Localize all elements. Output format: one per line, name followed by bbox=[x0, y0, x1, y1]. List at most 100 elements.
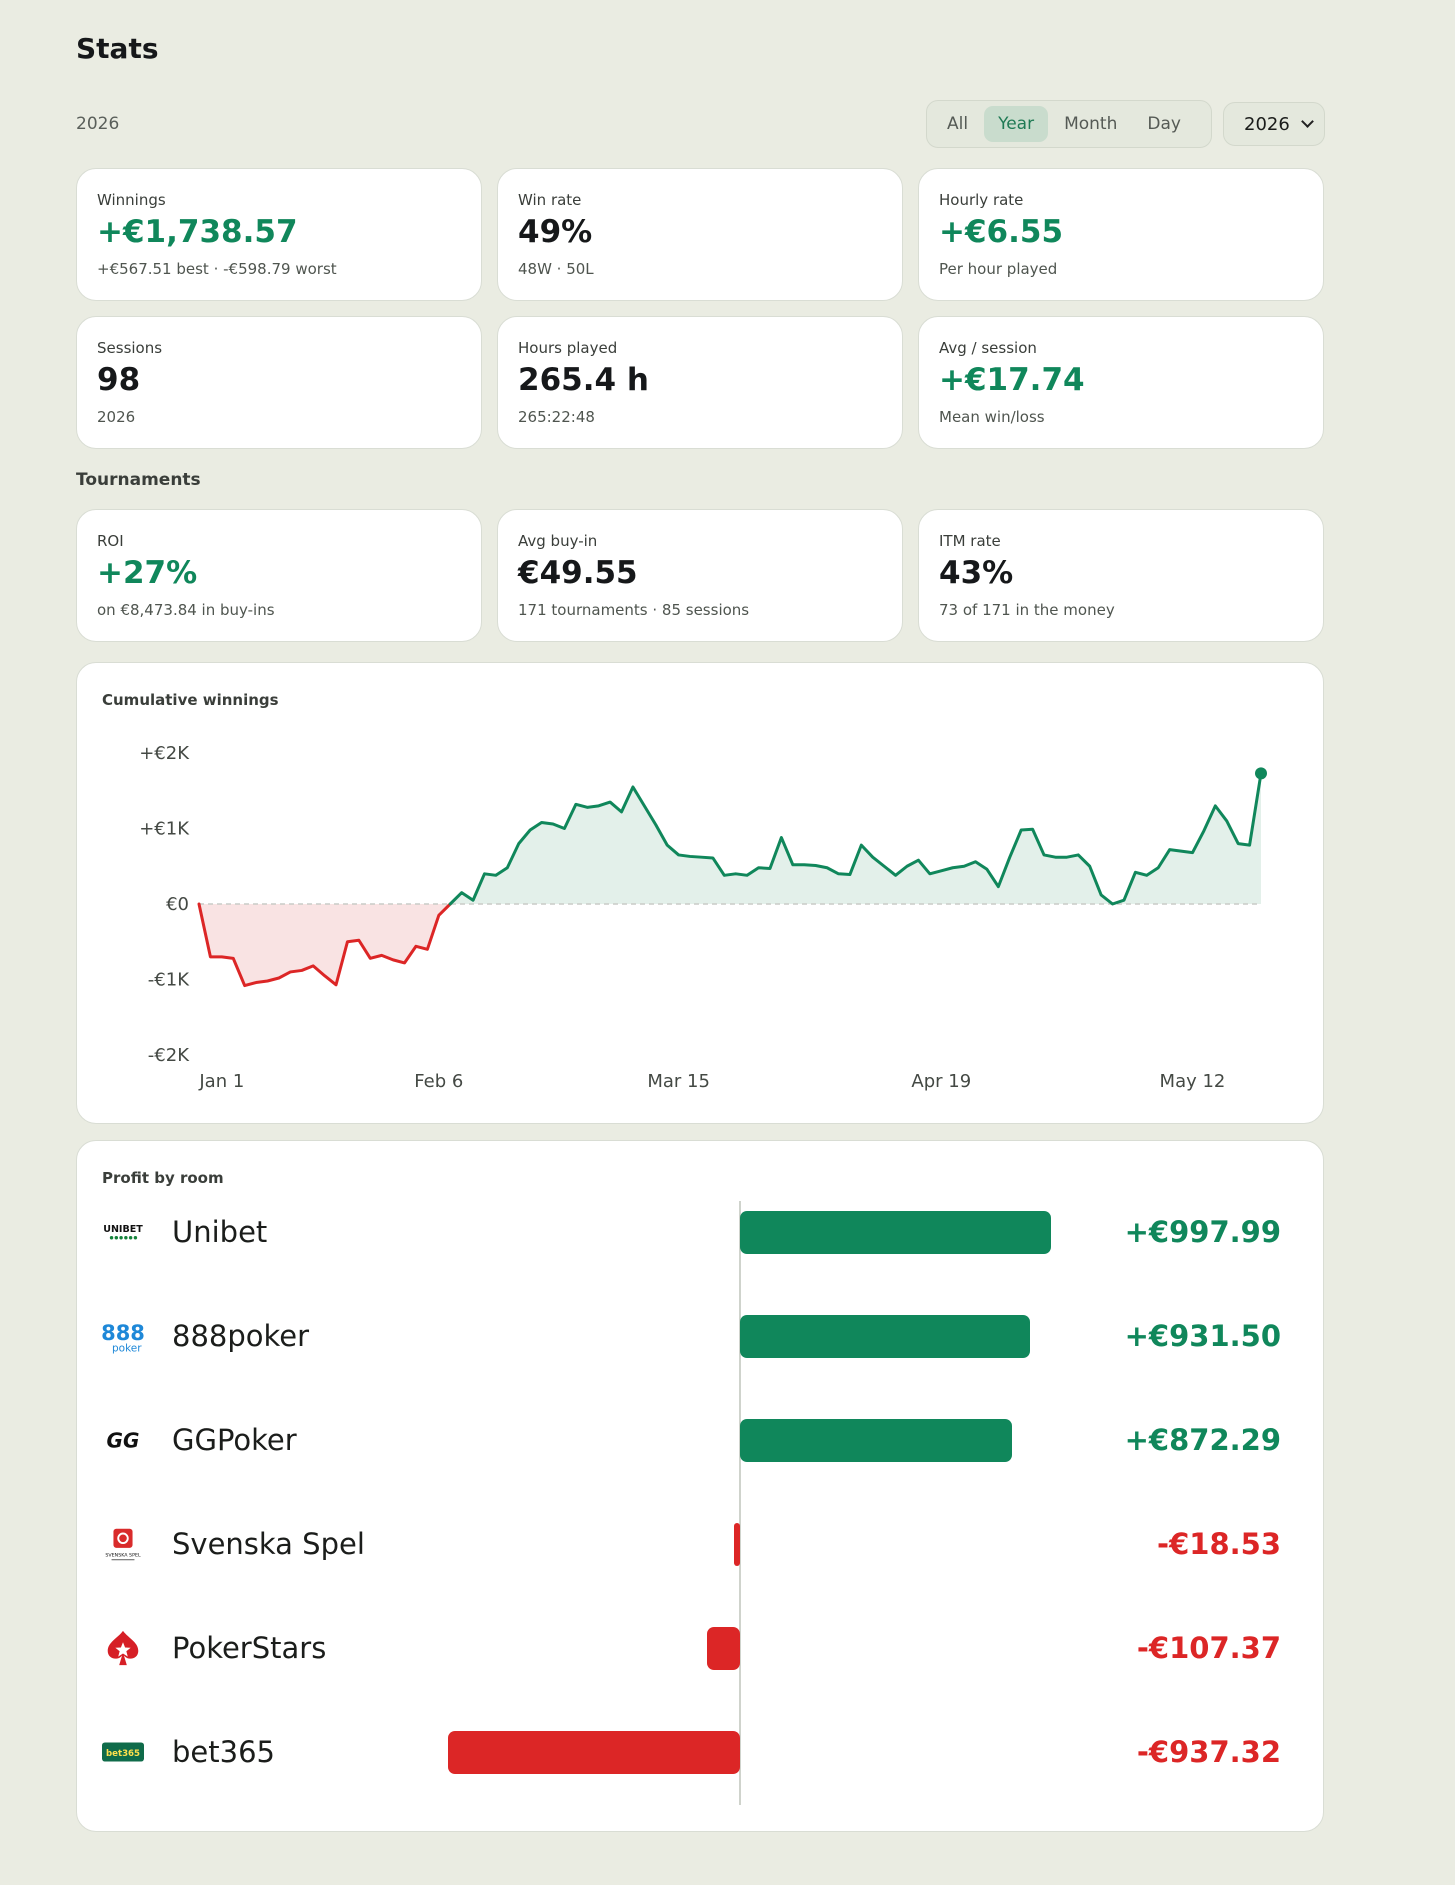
y-tick-label: €0 bbox=[166, 894, 189, 915]
y-tick-label: -€2K bbox=[148, 1045, 190, 1066]
positive-area bbox=[450, 773, 1261, 904]
room-value: -€937.32 bbox=[1136, 1735, 1281, 1769]
bet365-logo: bet365 bbox=[102, 1731, 144, 1773]
room-name: PokerStars bbox=[172, 1631, 327, 1665]
card-sub: 171 tournaments · 85 sessions bbox=[518, 601, 750, 619]
cumulative-winnings-chart: +€2K +€1K €0 -€1K -€2K Jan 1 Feb 6 Mar 15 Apr 19… bbox=[139, 743, 1267, 1092]
room-name: Unibet bbox=[172, 1215, 268, 1249]
room-value: -€18.53 bbox=[1157, 1527, 1281, 1561]
card-value: €49.55 bbox=[518, 555, 638, 591]
stat-card-hourly-rate: Hourly rate +€6.55 Per hour played bbox=[918, 168, 1324, 301]
cumulative-winnings-panel: Cumulative winnings +€2K +€1K €0 -€1K -€2K Ja… bbox=[76, 662, 1324, 1124]
room-value: -€107.37 bbox=[1136, 1631, 1281, 1665]
chart-title: Cumulative winnings bbox=[102, 691, 279, 709]
room-bar bbox=[734, 1523, 740, 1566]
ggpoker-logo: GG bbox=[102, 1419, 144, 1461]
chevron-down-icon bbox=[1301, 115, 1314, 128]
x-tick-label: May 12 bbox=[1160, 1071, 1226, 1092]
bar-zero-axis bbox=[739, 1201, 741, 1805]
bet365-logo-text: bet365 bbox=[106, 1749, 140, 1759]
svenska-logo-text: SVENSKA SPEL bbox=[105, 1552, 141, 1558]
room-row-bet365: bet365 bet365 -€937.32 bbox=[77, 1722, 1325, 1782]
year-select[interactable]: 2026 bbox=[1223, 102, 1325, 146]
unibet-logo: UNIBET bbox=[102, 1211, 144, 1253]
tab-day[interactable]: Day bbox=[1147, 114, 1181, 134]
card-value: 265.4 h bbox=[518, 362, 649, 398]
y-tick-label: +€1K bbox=[139, 819, 190, 840]
card-label: ROI bbox=[97, 532, 124, 550]
card-value: 43% bbox=[939, 555, 1014, 591]
stat-card-hours-played: Hours played 265.4 h 265:22:48 bbox=[497, 316, 903, 449]
888poker-logo: 888 poker bbox=[102, 1315, 144, 1357]
room-bar bbox=[740, 1315, 1031, 1358]
series-line-positive bbox=[448, 771, 1263, 906]
y-tick-label: -€1K bbox=[148, 970, 190, 991]
stat-card-avg-buy-in: Avg buy-in €49.55 171 tournaments · 85 s… bbox=[497, 509, 903, 642]
stat-card-winnings: Winnings +€1,738.57 +€567.51 best · -€59… bbox=[76, 168, 482, 301]
888-logo-subtext: poker bbox=[112, 1342, 142, 1354]
card-value: +27% bbox=[97, 555, 198, 591]
room-row-ggpoker: GG GGPoker +€872.29 bbox=[77, 1410, 1325, 1470]
last-point-marker bbox=[1255, 767, 1267, 780]
tab-all[interactable]: All bbox=[947, 114, 969, 134]
card-label: Sessions bbox=[97, 339, 163, 357]
card-label: Hourly rate bbox=[939, 191, 1024, 209]
card-value: +€1,738.57 bbox=[97, 214, 298, 250]
card-sub: 48W · 50L bbox=[518, 260, 594, 278]
card-label: Avg / session bbox=[939, 339, 1037, 357]
room-value: +€872.29 bbox=[1124, 1423, 1281, 1457]
x-tick-label: Apr 19 bbox=[911, 1071, 971, 1092]
stat-card-win-rate: Win rate 49% 48W · 50L bbox=[497, 168, 903, 301]
card-label: Winnings bbox=[97, 191, 166, 209]
card-value: +€6.55 bbox=[939, 214, 1064, 250]
card-sub: +€567.51 best · -€598.79 worst bbox=[97, 260, 337, 278]
year-select-value: 2026 bbox=[1244, 113, 1290, 135]
room-bar bbox=[740, 1211, 1051, 1254]
room-name: 888poker bbox=[172, 1319, 310, 1353]
stat-card-itm-rate: ITM rate 43% 73 of 171 in the money bbox=[918, 509, 1324, 642]
room-value: +€931.50 bbox=[1124, 1319, 1281, 1353]
y-tick-label: +€2K bbox=[139, 743, 190, 764]
tab-year[interactable]: Year bbox=[984, 106, 1049, 142]
room-bar bbox=[447, 1731, 740, 1774]
room-value: +€997.99 bbox=[1124, 1215, 1281, 1249]
unibet-logo-text: UNIBET bbox=[103, 1224, 143, 1235]
room-bar bbox=[706, 1627, 740, 1670]
stat-card-roi: ROI +27% on €8,473.84 in buy-ins bbox=[76, 509, 482, 642]
card-sub: 2026 bbox=[97, 408, 136, 426]
svenska-spel-logo: SVENSKA SPEL bbox=[102, 1523, 144, 1565]
card-sub: Per hour played bbox=[939, 260, 1058, 278]
room-name: bet365 bbox=[172, 1735, 275, 1769]
card-value: 49% bbox=[518, 214, 593, 250]
card-value: +€17.74 bbox=[939, 362, 1085, 398]
gg-logo-text: GG bbox=[107, 1429, 140, 1453]
card-label: Win rate bbox=[518, 191, 582, 209]
tab-month[interactable]: Month bbox=[1064, 114, 1118, 134]
series-line-negative bbox=[197, 902, 452, 988]
x-tick-label: Feb 6 bbox=[414, 1071, 463, 1092]
room-name: GGPoker bbox=[172, 1423, 297, 1457]
card-label: Avg buy-in bbox=[518, 532, 598, 550]
room-row-unibet: UNIBET Unibet +€997.99 bbox=[77, 1202, 1325, 1262]
room-row-888poker: 888 poker 888poker +€931.50 bbox=[77, 1306, 1325, 1366]
card-label: ITM rate bbox=[939, 532, 1001, 550]
card-value: 98 bbox=[97, 362, 141, 398]
card-sub: 265:22:48 bbox=[518, 408, 595, 426]
room-bar bbox=[740, 1419, 1012, 1462]
room-name: Svenska Spel bbox=[172, 1527, 365, 1561]
card-label: Hours played bbox=[518, 339, 618, 357]
pokerstars-logo bbox=[102, 1627, 144, 1669]
stat-card-avg-session: Avg / session +€17.74 Mean win/loss bbox=[918, 316, 1324, 449]
888-logo-text: 888 bbox=[102, 1321, 144, 1345]
room-row-svenska-spel: SVENSKA SPEL Svenska Spel -€18.53 bbox=[77, 1514, 1325, 1574]
period-label: 2026 bbox=[76, 114, 120, 134]
page-title: Stats bbox=[76, 32, 159, 65]
tournaments-section-title: Tournaments bbox=[76, 470, 201, 490]
card-sub: Mean win/loss bbox=[939, 408, 1045, 426]
profit-by-room-panel: Profit by room UNIBET Unibet +€997.99 88… bbox=[76, 1140, 1324, 1832]
negative-area bbox=[199, 904, 451, 986]
stat-card-sessions: Sessions 98 2026 bbox=[76, 316, 482, 449]
profit-by-room-title: Profit by room bbox=[102, 1169, 224, 1187]
card-sub: 73 of 171 in the money bbox=[939, 601, 1115, 619]
period-segmented-control: All Year Month Day bbox=[926, 100, 1212, 148]
